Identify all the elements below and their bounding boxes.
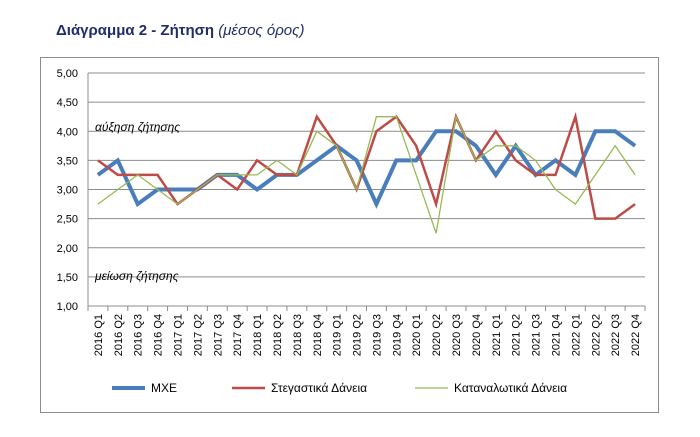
chart-title-main: Διάγραμμα 2 - Ζήτηση [56, 22, 215, 39]
y-tick-label: 3,50 [57, 155, 78, 167]
y-tick-label: 5,00 [57, 68, 78, 80]
x-tick-label: 2022 Q3 [610, 314, 622, 356]
x-tick-label: 2021 Q3 [531, 314, 543, 356]
x-tick-label: 2021 Q1 [491, 314, 503, 356]
y-tick-label: 1,50 [57, 272, 78, 284]
x-tick-label: 2021 Q2 [511, 314, 523, 356]
y-tick-label: 4,00 [57, 126, 78, 138]
chart-title: Διάγραμμα 2 - Ζήτηση (μέσος όρος) [56, 22, 304, 39]
x-tick-label: 2019 Q3 [371, 314, 383, 356]
x-tick-label: 2019 Q4 [391, 314, 403, 356]
x-tick-label: 2020 Q3 [451, 314, 463, 356]
x-tick-label: 2017 Q2 [192, 314, 204, 356]
x-tick-label: 2020 Q1 [411, 314, 423, 356]
y-tick-label: 4,50 [57, 97, 78, 109]
annotation-increase: αύξηση ζήτησης [95, 120, 180, 134]
x-tick-label: 2017 Q3 [212, 314, 224, 356]
x-tick-label: 2018 Q4 [312, 314, 324, 356]
x-tick-label: 2018 Q2 [272, 314, 284, 356]
annotation-decrease: μείωση ζήτησης [94, 269, 179, 283]
legend-label: ΜΧΕ [151, 381, 177, 395]
chart-subtitle: (μέσος όρος) [218, 22, 305, 39]
y-tick-label: 2,00 [57, 243, 78, 255]
legend-label: Καταναλωτικά Δάνεια [454, 381, 567, 395]
x-tick-label: 2018 Q1 [252, 314, 264, 356]
x-tick-label: 2017 Q1 [173, 314, 185, 356]
x-tick-label: 2016 Q4 [153, 314, 165, 356]
series-line [96, 129, 637, 209]
x-tick-label: 2016 Q2 [113, 314, 125, 356]
y-tick-label: 3,00 [57, 185, 78, 197]
chart-frame [40, 57, 659, 413]
x-tick-label: 2017 Q4 [232, 314, 244, 356]
series-line [97, 114, 636, 234]
x-tick-label: 2021 Q4 [550, 314, 562, 356]
legend-label: Στεγαστικά Δάνεια [271, 381, 367, 395]
x-tick-label: 2016 Q3 [133, 314, 145, 356]
x-tick-label: 2020 Q2 [431, 314, 443, 356]
x-tick-label: 2022 Q2 [590, 314, 602, 356]
y-tick-label: 2,50 [57, 214, 78, 226]
x-tick-label: 2022 Q4 [630, 314, 642, 356]
x-tick-label: 2018 Q3 [292, 314, 304, 356]
x-tick-label: 2020 Q4 [471, 314, 483, 356]
y-tick-label: 1,00 [57, 301, 78, 313]
x-tick-label: 2016 Q1 [93, 314, 105, 356]
x-tick-label: 2022 Q1 [570, 314, 582, 356]
x-tick-label: 2019 Q1 [332, 314, 344, 356]
x-tick-label: 2019 Q2 [352, 314, 364, 356]
